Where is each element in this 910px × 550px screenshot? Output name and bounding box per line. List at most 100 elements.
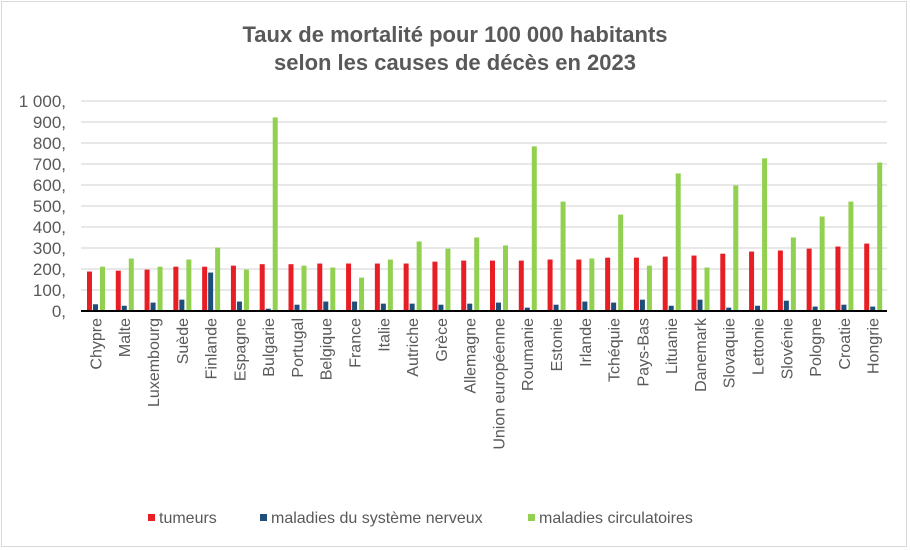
bar-tumeurs xyxy=(633,257,639,311)
x-tick-label: Lettonie xyxy=(750,318,767,375)
bar-maladies-du-système-nerveux xyxy=(697,299,703,311)
x-tick-label: Lituanie xyxy=(664,318,681,374)
x-tick-label: Finlande xyxy=(204,318,221,379)
bar-maladies-circulatoires xyxy=(474,237,480,311)
bar-maladies-du-système-nerveux xyxy=(352,301,358,311)
bar-maladies-du-système-nerveux xyxy=(179,299,185,311)
y-tick-label: 0, xyxy=(52,302,66,321)
bar-maladies-du-système-nerveux xyxy=(150,302,156,311)
x-tick-label: Pays-Bas xyxy=(635,318,652,386)
legend-swatch xyxy=(260,514,267,521)
x-tick-label: France xyxy=(347,318,364,368)
y-tick-label: 100, xyxy=(33,281,66,300)
x-tick-label: Irlande xyxy=(578,318,595,367)
bar-maladies-du-système-nerveux xyxy=(755,305,761,311)
bar-maladies-du-système-nerveux xyxy=(380,303,386,311)
bar-maladies-du-système-nerveux xyxy=(524,307,530,311)
x-tick-label: Union européenne xyxy=(491,318,508,450)
bar-maladies-circulatoires xyxy=(100,266,105,311)
y-tick-label: 900, xyxy=(33,113,66,132)
bar-maladies-du-système-nerveux xyxy=(208,272,214,311)
x-tick-label: Danemark xyxy=(693,317,710,392)
bar-tumeurs xyxy=(317,263,323,311)
bar-maladies-du-système-nerveux xyxy=(726,307,732,311)
bar-tumeurs xyxy=(720,253,726,311)
bar-maladies-circulatoires xyxy=(445,248,451,311)
x-tick-label: Estonie xyxy=(549,318,566,371)
chart-subtitle: selon les causes de décès en 2023 xyxy=(273,50,636,75)
chart-title: Taux de mortalité pour 100 000 habitants xyxy=(242,22,668,47)
bar-maladies-circulatoires xyxy=(416,241,422,311)
bar-maladies-circulatoires xyxy=(272,117,278,311)
bar-tumeurs xyxy=(403,263,409,311)
bar-tumeurs xyxy=(605,257,611,311)
legend-label: maladies circulatoires xyxy=(539,510,693,527)
bar-maladies-du-système-nerveux xyxy=(323,301,329,311)
bar-maladies-circulatoires xyxy=(646,265,652,311)
legend-swatch xyxy=(148,514,155,521)
bar-tumeurs xyxy=(691,255,697,311)
y-tick-label: 800, xyxy=(33,134,66,153)
bar-maladies-du-système-nerveux xyxy=(553,304,559,311)
bar-tumeurs xyxy=(490,260,495,311)
bar-maladies-circulatoires xyxy=(330,267,336,311)
bar-tumeurs xyxy=(173,266,179,311)
bar-maladies-circulatoires xyxy=(589,258,595,311)
bar-tumeurs xyxy=(288,264,294,311)
bar-maladies-circulatoires xyxy=(675,173,681,311)
bar-maladies-du-système-nerveux xyxy=(294,304,300,311)
bar-tumeurs xyxy=(749,251,755,311)
bar-tumeurs xyxy=(547,259,553,311)
bar-maladies-circulatoires xyxy=(848,201,854,311)
x-tick-label: Pologne xyxy=(808,318,825,377)
bar-maladies-du-système-nerveux xyxy=(812,306,818,311)
bar-maladies-circulatoires xyxy=(301,265,307,311)
x-tick-label: Bulgarie xyxy=(261,318,278,377)
bar-maladies-circulatoires xyxy=(531,146,537,311)
bar-tumeurs xyxy=(662,256,668,311)
x-tick-label: Slovénie xyxy=(779,318,796,379)
bar-maladies-du-système-nerveux xyxy=(668,305,674,311)
bar-maladies-circulatoires xyxy=(387,259,393,311)
bar-maladies-circulatoires xyxy=(128,258,134,311)
x-tick-label: Espagne xyxy=(232,318,249,381)
bar-tumeurs xyxy=(461,260,467,311)
x-tick-label: Grèce xyxy=(434,318,451,362)
bar-tumeurs xyxy=(374,263,380,311)
bar-maladies-circulatoires xyxy=(790,237,796,311)
bar-maladies-du-système-nerveux xyxy=(783,300,789,311)
x-tick-label: Croatie xyxy=(837,318,854,370)
bar-maladies-du-système-nerveux xyxy=(438,304,444,311)
legend-label: tumeurs xyxy=(159,510,217,527)
y-tick-label: 200, xyxy=(33,260,66,279)
bar-maladies-circulatoires xyxy=(157,266,163,311)
legend-label: maladies du système nerveux xyxy=(271,510,483,527)
y-tick-label: 300, xyxy=(33,239,66,258)
bar-maladies-du-système-nerveux xyxy=(611,302,617,311)
bar-maladies-du-système-nerveux xyxy=(496,302,501,311)
bar-maladies-du-système-nerveux xyxy=(265,308,271,311)
bar-tumeurs xyxy=(777,250,783,311)
x-tick-label: Italie xyxy=(376,318,393,352)
x-tick-label: Allemagne xyxy=(463,318,480,394)
bar-maladies-circulatoires xyxy=(359,277,365,311)
bar-tumeurs xyxy=(144,269,150,311)
bar-maladies-du-système-nerveux xyxy=(121,305,127,311)
bar-maladies-circulatoires xyxy=(618,214,624,311)
x-tick-label: Luxembourg xyxy=(146,318,163,407)
legend-swatch xyxy=(528,514,535,521)
bar-maladies-circulatoires xyxy=(243,269,249,311)
bar-tumeurs xyxy=(230,265,236,311)
y-tick-label: 1 000, xyxy=(19,92,66,111)
x-tick-label: Portugal xyxy=(290,318,307,378)
x-tick-label: Autriche xyxy=(405,318,422,377)
x-tick-label: Tchéquie xyxy=(607,318,624,382)
bar-maladies-du-système-nerveux xyxy=(236,301,242,311)
bar-maladies-circulatoires xyxy=(560,201,566,311)
y-tick-label: 600, xyxy=(33,176,66,195)
y-tick-label: 700, xyxy=(33,155,66,174)
bar-maladies-circulatoires xyxy=(877,162,883,311)
bar-tumeurs xyxy=(835,246,841,311)
bar-maladies-circulatoires xyxy=(704,267,710,311)
